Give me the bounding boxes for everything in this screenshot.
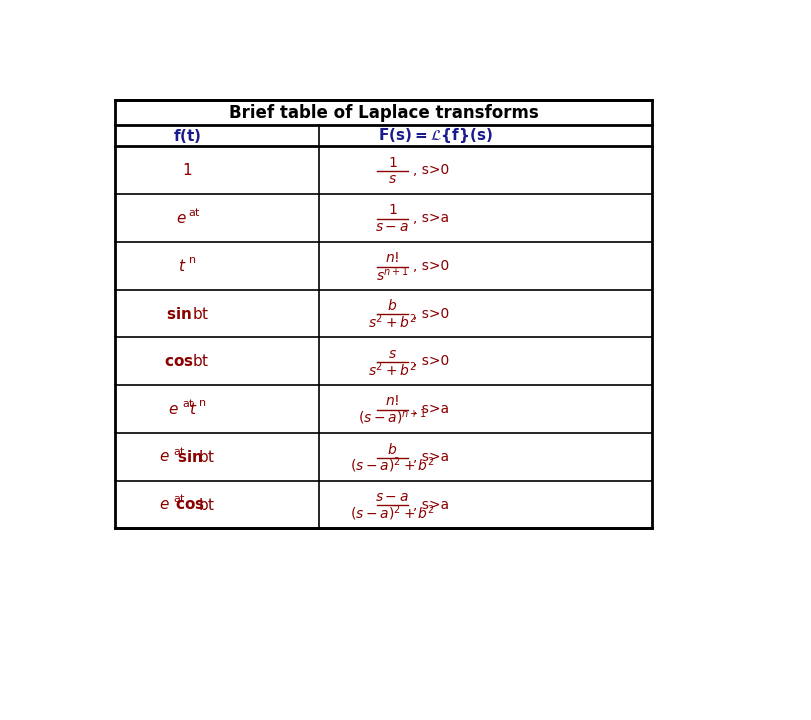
Text: , s>a: , s>a	[412, 211, 448, 225]
Text: $\mathbf{cos}$: $\mathbf{cos}$	[175, 497, 204, 512]
Text: $s^{n+1}$: $s^{n+1}$	[375, 265, 409, 284]
Text: , s>0: , s>0	[412, 258, 448, 273]
Text: $\mathrm{bt}$: $\mathrm{bt}$	[198, 449, 215, 465]
Text: $\mathbf{cos}$: $\mathbf{cos}$	[164, 354, 194, 369]
Text: , s>0: , s>0	[412, 307, 448, 320]
Text: , s>a: , s>a	[412, 402, 448, 416]
Text: $n!$: $n!$	[384, 251, 399, 265]
Text: $1$: $1$	[387, 156, 397, 170]
Text: $(s-a)^{n+1}$: $(s-a)^{n+1}$	[358, 408, 427, 427]
Text: $b$: $b$	[387, 298, 397, 313]
Text: $s-a$: $s-a$	[375, 490, 409, 504]
Text: $\mathrm{n}$: $\mathrm{n}$	[197, 398, 205, 408]
Text: $\mathrm{at}$: $\mathrm{at}$	[173, 445, 186, 456]
Text: $e$: $e$	[159, 449, 169, 464]
Text: $\mathbf{sin}$: $\mathbf{sin}$	[177, 449, 203, 465]
Text: $\mathbf{sin}$: $\mathbf{sin}$	[166, 305, 191, 322]
Text: $t$: $t$	[178, 258, 187, 274]
Text: $b$: $b$	[387, 441, 397, 456]
Text: , s>a: , s>a	[412, 450, 448, 464]
Text: $1$: $1$	[182, 162, 191, 179]
Text: , s>a: , s>a	[412, 498, 448, 511]
Bar	[115, 100, 651, 528]
Text: $\mathrm{at}$: $\mathrm{at}$	[188, 206, 201, 218]
Text: $n!$: $n!$	[384, 395, 399, 408]
Text: $s$: $s$	[388, 172, 397, 186]
Text: $\mathrm{bt}$: $\mathrm{bt}$	[198, 497, 215, 513]
Text: $e$: $e$	[176, 210, 187, 225]
Text: $\mathrm{bt}$: $\mathrm{bt}$	[192, 305, 209, 322]
Text: $\mathrm{n}$: $\mathrm{n}$	[188, 255, 196, 265]
Text: $t$: $t$	[188, 401, 197, 417]
Text: $e$: $e$	[168, 402, 178, 417]
Text: $e$: $e$	[159, 497, 169, 512]
Text: , s>0: , s>0	[412, 354, 448, 369]
Text: $(s-a)^2+b^2$: $(s-a)^2+b^2$	[350, 456, 434, 475]
Text: $\mathrm{at}$: $\mathrm{at}$	[182, 397, 195, 409]
Text: $\mathbf{f(t)}$: $\mathbf{f(t)}$	[172, 127, 201, 145]
Text: $(s-a)^2+b^2$: $(s-a)^2+b^2$	[350, 503, 434, 523]
Text: $s^2+b^2$: $s^2+b^2$	[367, 312, 416, 331]
Text: , s>0: , s>0	[412, 163, 448, 177]
Text: $\mathrm{at}$: $\mathrm{at}$	[173, 492, 186, 504]
Text: Brief table of Laplace transforms: Brief table of Laplace transforms	[229, 104, 538, 122]
Text: $s^2+b^2$: $s^2+b^2$	[367, 361, 416, 379]
Text: $s$: $s$	[388, 346, 397, 361]
Text: $\mathrm{bt}$: $\mathrm{bt}$	[192, 354, 209, 369]
Text: $s-a$: $s-a$	[375, 220, 409, 233]
Text: $1$: $1$	[387, 203, 397, 217]
Text: $\mathbf{F(s) = \mathcal{L}\{f\}(s)}$: $\mathbf{F(s) = \mathcal{L}\{f\}(s)}$	[378, 126, 492, 145]
